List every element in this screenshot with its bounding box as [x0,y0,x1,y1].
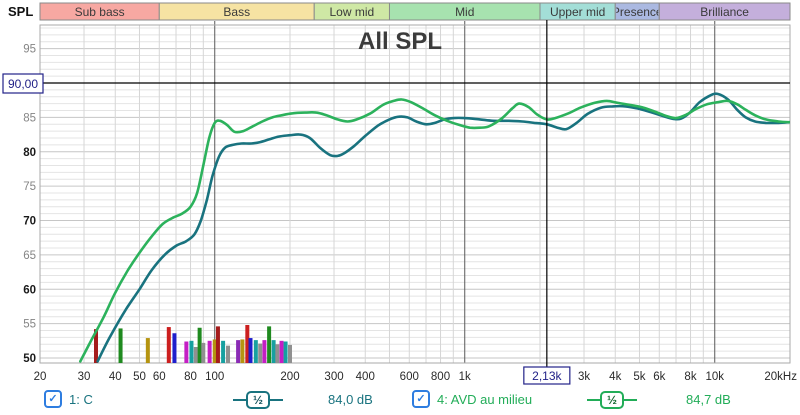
band-label: Sub bass [75,5,125,19]
x-tick-label: 30 [78,371,91,383]
trace-4-legend-item: ✓ 4: AVD au milieu [412,390,532,408]
distortion-marker-bar [172,333,177,363]
x-tick-label: 50 [133,371,146,383]
distortion-marker-bar [221,340,226,363]
y-tick-label: 65 [23,250,36,262]
distortion-marker-bar [207,340,212,363]
distortion-marker-bar [253,340,258,363]
distortion-marker-bar [236,340,241,363]
smoothing-line-left [587,399,600,401]
y-axis-unit-label: SPL [8,4,33,19]
band-label: Mid [455,5,474,19]
band-label: Low mid [330,5,375,19]
cursor-freq-readout-box [523,366,571,385]
x-tick-label: 4k [609,371,621,383]
distortion-marker-bar [215,326,220,363]
trace-1-label[interactable]: 1: C [69,391,93,407]
x-tick-label: 300 [324,371,343,383]
trace-4-label[interactable]: 4: AVD au milieu [437,391,533,407]
trace-1-smoothing-button[interactable]: ½ [233,391,284,409]
distortion-marker-bar [288,344,292,363]
trace-legend: ✓ 1: C ½ 84,0 dB ✓ 4: AVD au milieu ½ 84… [0,386,800,415]
distortion-marker-bar [184,341,189,363]
x-tick-label: 400 [356,371,375,383]
x-tick-label: 80 [184,371,197,383]
band-label: Bass [223,5,250,19]
spl-chart: SPL Sub bass Bass Low mid Mid Upper mid Prese… [2,2,797,385]
x-tick-label: 3k [578,371,590,383]
x-tick-label: 60 [153,371,166,383]
x-tick-label: 40 [109,371,122,383]
trace-4-smoothing-value: ½ [600,391,625,409]
cursor-level-readout: 90,00 [8,77,38,91]
x-tick-label: 800 [431,371,450,383]
trace-1-cursor-value: 84,0 dB [328,392,373,407]
x-tick-label: 6k [653,371,665,383]
smoothing-line-left [233,399,246,401]
band-brilliance [658,2,791,21]
trace-4-smoothing-button[interactable]: ½ [587,391,638,409]
x-tick-label: 200 [280,371,299,383]
distortion-marker-bar [248,338,253,363]
y-tick-label: 85 [23,112,36,124]
distortion-marker-bar [258,343,263,363]
band-label: Brilliance [700,5,749,19]
trace-curve-2 [79,98,790,363]
trace-4-cursor-value: 84,7 dB [686,392,731,407]
x-tick-label: 10k [705,371,724,383]
distortion-marker-bar [283,341,288,363]
trace-curve-1 [96,92,790,363]
distortion-marker-bar [271,340,276,363]
y-tick-label: 95 [23,44,36,56]
x-tick-label: 8k [684,371,696,383]
distortion-marker-bar [267,326,272,363]
band-label: Presence [612,5,663,19]
distortion-marker-bar [189,340,194,363]
distortion-marker-bar [145,338,150,363]
trace-1-checkbox[interactable]: ✓ [44,390,62,408]
distortion-marker-bar [279,340,284,363]
distortion-marker-bar [193,347,198,363]
cursor-freq-readout: 2,13k [532,369,562,383]
chart-title: All SPL [358,28,442,55]
plot-border [39,24,791,364]
distortion-marker-bar [275,344,280,363]
distortion-marker-bar [94,329,99,363]
y-tick-label: 70 [23,216,36,228]
distortion-marker-bar [212,339,217,363]
y-tick-label: 60 [23,284,36,296]
distortion-marker-bar [240,339,245,363]
y-tick-label: 80 [23,147,36,159]
x-tick-label: 5k [633,371,645,383]
x-tick-label: 20kHz [764,371,797,383]
y-tick-label: 50 [23,353,36,365]
distortion-marker-bar [197,327,202,363]
cursor-level-readout-box [2,73,44,94]
smoothing-line-right [270,399,284,401]
smoothing-line-right [624,399,638,401]
x-tick-label: 600 [400,371,419,383]
distortion-marker-bar [118,328,123,363]
y-tick-label: 75 [23,181,36,193]
x-tick-label: 20 [34,371,47,383]
x-tick-label: 1k [459,371,471,383]
y-tick-label: 55 [23,319,36,331]
distortion-marker-bar [226,345,231,363]
distortion-marker-bar [201,342,206,363]
distortion-marker-bar [166,327,171,363]
distortion-marker-bar [245,325,250,363]
trace-1-smoothing-value: ½ [246,391,271,409]
distortion-marker-bar [262,340,267,363]
trace-1-legend-item: ✓ 1: C [44,390,93,408]
x-tick-label: 100 [205,371,224,383]
trace-4-checkbox[interactable]: ✓ [412,390,430,408]
band-label: Upper mid [550,5,605,19]
